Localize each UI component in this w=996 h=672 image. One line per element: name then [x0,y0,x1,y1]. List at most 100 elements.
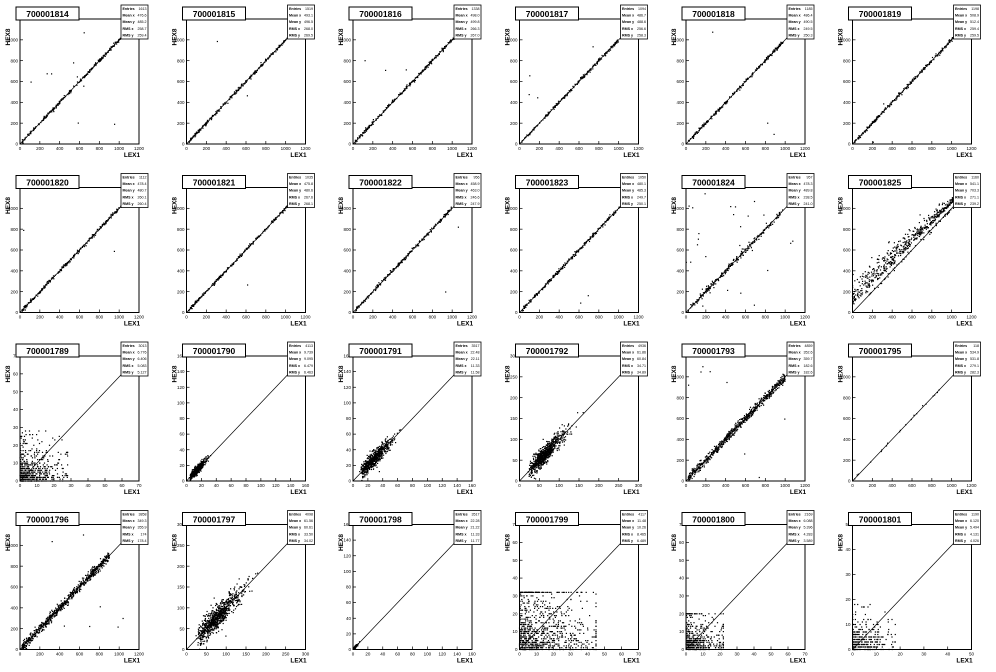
scatter-point [545,114,547,116]
scatter-point [879,273,882,275]
scatter-point [612,46,614,48]
scatter-point [717,279,719,281]
scatter-point [616,40,618,42]
scatter-point [584,242,586,244]
scatter-point [48,471,50,473]
scatter-point [205,122,207,124]
scatter-point [889,252,892,254]
scatter-point [200,470,202,472]
scatter-point [24,439,26,441]
scatter-point [271,221,273,223]
y-tick-label: 600 [177,79,185,84]
scatter-point [385,277,387,279]
scatter-point [938,203,940,205]
scatter-point [910,238,912,241]
scatter-point [744,81,746,83]
scatter-point [438,220,440,223]
scatter-point [949,203,951,205]
scatter-point [409,83,411,85]
scatter-point [561,268,563,270]
scatter-point [214,114,216,116]
scatter-point [592,68,594,70]
scatter-point [854,300,856,302]
scatter-point [46,467,48,470]
scatter-point [914,235,916,237]
scatter-point [780,42,782,45]
scatter-point [698,299,700,301]
scatter-point [52,475,54,477]
stats-value: 259.5 [970,33,979,37]
scatter-point [34,480,36,482]
stats-value: 498.0 [471,14,480,18]
scatter-point [712,31,714,33]
x-tick-label: 800 [762,315,770,320]
scatter-point [47,459,49,461]
scatter-point [946,44,948,46]
scatter-point [354,142,356,144]
scatter-point [26,462,28,464]
y-tick-label: 800 [343,227,351,232]
x-tick-label: 10 [34,483,40,488]
scatter-point [739,244,741,247]
scatter-point [687,309,689,311]
scatter-point [919,228,921,230]
scatter-point [76,81,79,83]
scatter-point [883,111,885,113]
scatter-point [406,84,408,86]
scatter-point [406,255,408,257]
scatter-point [52,109,54,111]
scatter-point [84,76,86,78]
scatter-point [725,271,727,273]
scatter-point [262,63,264,65]
scatter-point [216,109,218,112]
scatter-point [447,211,449,213]
scatter-point [552,107,554,109]
scatter-point [904,244,906,246]
scatter-point [410,251,412,253]
scatter-point [93,236,95,238]
scatter-point [865,292,867,294]
scatter-point [231,265,233,267]
scatter-point [444,47,446,49]
x-tick-label: 0 [851,315,854,320]
scatter-point [578,249,580,251]
y-tick-label: 400 [843,268,851,273]
scatter-point [411,250,413,252]
scatter-point [706,288,708,290]
scatter-point [61,475,64,477]
stats-value: 475.8 [304,182,313,186]
scatter-point [94,63,96,66]
scatter-point [48,280,50,282]
scatter-point [900,244,902,246]
scatter-point [576,251,578,253]
scatter-point [709,292,711,294]
scatter-point [43,466,45,468]
scatter-point [935,208,937,210]
scatter-point [194,465,196,467]
scatter-point [918,233,921,235]
scatter-point [564,97,566,99]
scatter-point [709,287,711,289]
scatter-point [83,85,85,87]
scatter-point [942,50,944,52]
stats-label: RMS y [123,202,134,206]
scatter-point [54,274,56,276]
scatter-point [47,476,49,478]
scatter-point [778,211,780,214]
stats-frame [953,4,981,40]
scatter-point [764,60,766,62]
scatter-point [34,455,36,457]
scatter-point [53,275,55,277]
x-tick-label: 0 [19,483,22,488]
scatter-point [876,116,878,118]
scatter-point [372,120,374,122]
scatter-point [23,467,25,470]
scatter-point [249,243,251,245]
y-tick-label: 1000 [8,37,19,42]
scatter-point [28,478,30,480]
scatter-point [403,90,405,92]
scatter-point [584,243,586,245]
scatter-point [25,471,27,473]
scatter-point [27,466,30,468]
scatter-point [692,302,694,304]
